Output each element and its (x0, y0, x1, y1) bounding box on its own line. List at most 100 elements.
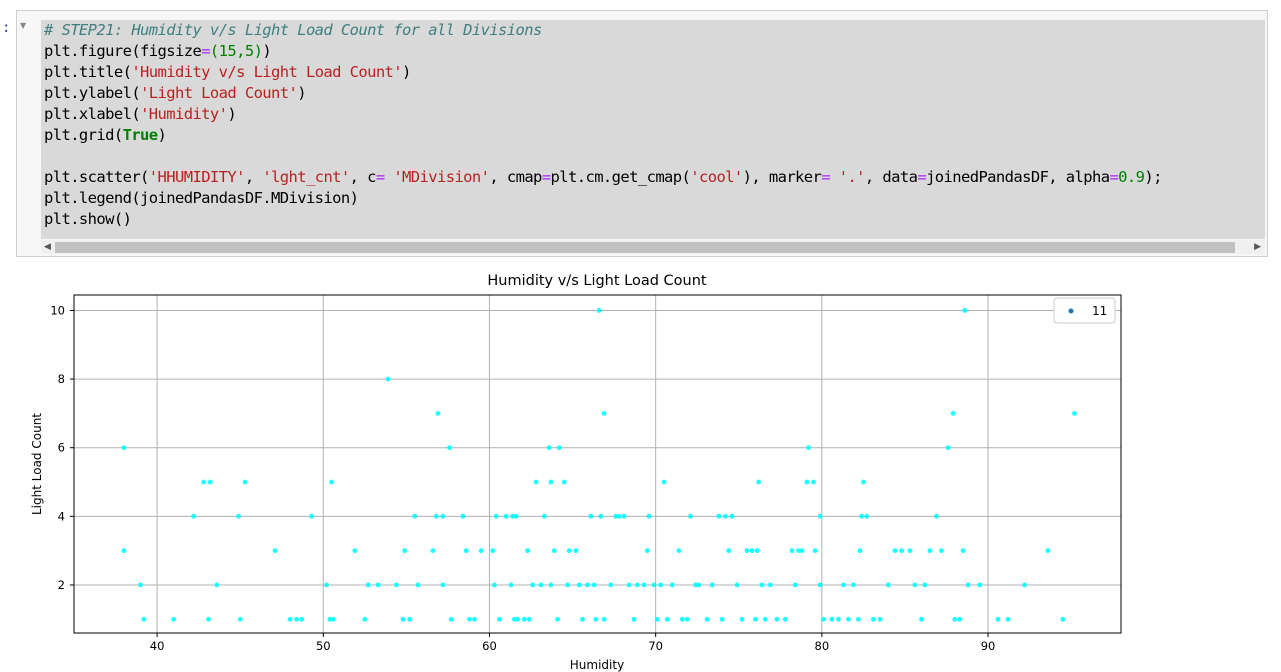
data-point (661, 479, 667, 485)
scroll-right-icon[interactable]: ▶ (1254, 242, 1261, 252)
data-point (365, 582, 371, 588)
data-point (821, 616, 826, 622)
data-point (1060, 616, 1066, 622)
data-point (939, 548, 944, 554)
data-point (856, 616, 861, 622)
data-point (704, 616, 710, 622)
data-point (912, 582, 918, 588)
data-point (752, 616, 758, 622)
data-point (440, 582, 446, 588)
y-tick-label: 4 (58, 509, 65, 523)
data-point (806, 445, 811, 451)
data-point (400, 616, 406, 622)
scatter-chart: Humidity v/s Light Load Count 40 50 60 70 80… (0, 258, 1281, 672)
data-point (945, 445, 951, 451)
data-point (716, 513, 722, 519)
data-point (237, 616, 243, 622)
x-tick-label: 60 (482, 639, 497, 653)
data-point (598, 513, 604, 519)
code-token: 'HHUMIDITY' (148, 168, 246, 186)
data-point (919, 616, 924, 622)
data-point (121, 548, 127, 554)
code-token: plt.cm.get_cmap( (550, 168, 691, 186)
code-token: 'Light Load Count' (140, 84, 298, 102)
code-token: ); (1144, 168, 1162, 186)
code-token: , (244, 168, 263, 186)
data-point (950, 410, 956, 416)
data-point (548, 479, 554, 485)
data-point (440, 513, 446, 519)
data-point (829, 616, 835, 622)
data-point (548, 582, 554, 588)
data-point (171, 616, 177, 622)
data-point (759, 582, 765, 588)
code-editor[interactable]: # STEP21: Humidity v/s Light Load Count … (41, 20, 1265, 239)
data-point (294, 616, 300, 622)
collapse-arrow-icon[interactable]: ▼ (20, 21, 27, 30)
data-point (463, 548, 469, 554)
data-point (774, 616, 780, 622)
data-point (789, 548, 795, 554)
data-point (141, 616, 147, 622)
code-line-4: plt.ylabel('Light Load Count') (44, 83, 307, 104)
cell-prompt: : (2, 20, 11, 36)
data-point (744, 548, 750, 554)
data-point (811, 479, 816, 485)
data-point (857, 548, 863, 554)
code-token: plt.scatter( (44, 168, 149, 186)
scroll-left-icon[interactable]: ◀ (44, 242, 51, 252)
code-token: ) (227, 105, 237, 123)
data-point (859, 513, 865, 519)
x-tick-label: 40 (150, 639, 165, 653)
data-point (412, 513, 418, 519)
data-point (242, 479, 248, 485)
data-point (885, 582, 891, 588)
data-point (726, 548, 732, 554)
data-point (877, 616, 883, 622)
data-point (684, 616, 690, 622)
data-point (658, 582, 664, 588)
code-token (830, 168, 839, 186)
data-point (435, 410, 441, 416)
data-point (792, 582, 798, 588)
data-point (846, 616, 851, 622)
code-cell[interactable]: ▼ # STEP21: Humidity v/s Light Load Coun… (16, 10, 1268, 257)
data-point (679, 616, 685, 622)
scrollbar-thumb[interactable] (55, 242, 1235, 253)
data-point (492, 582, 497, 588)
data-point (448, 616, 454, 622)
code-line-3: plt.title('Humidity v/s Light Load Count… (44, 62, 411, 83)
data-point (478, 548, 484, 554)
data-point (719, 616, 725, 622)
data-point (352, 548, 358, 554)
data-point (723, 513, 728, 519)
data-point (676, 548, 682, 554)
data-point (965, 582, 971, 588)
data-point (739, 616, 745, 622)
code-line-5: plt.xlabel('Humidity') (44, 104, 237, 125)
horizontal-scrollbar[interactable]: ◀ ▶ (41, 240, 1265, 254)
data-point (696, 582, 702, 588)
data-point (546, 445, 552, 451)
legend-marker (1068, 308, 1074, 314)
data-point (287, 616, 293, 622)
data-point (749, 548, 755, 554)
code-token: 'Humidity' (140, 105, 228, 123)
data-point (812, 548, 818, 554)
y-axis-ticks: 2 4 6 8 10 (50, 303, 74, 592)
data-point (566, 548, 572, 554)
x-axis-label: Humidity (570, 658, 624, 672)
data-point (556, 445, 562, 451)
code-line-10: plt.show() (44, 209, 132, 230)
code-line-2: plt.figure(figsize=(15,5)) (44, 41, 272, 62)
code-token: True (122, 126, 159, 144)
plot-frame (73, 294, 1122, 634)
data-point (191, 513, 197, 519)
data-point (817, 513, 823, 519)
data-point (530, 582, 536, 588)
data-point (324, 582, 330, 588)
data-point (601, 410, 607, 416)
data-point (541, 513, 547, 519)
data-point (962, 308, 968, 313)
code-token: plt.ylabel( (44, 84, 141, 102)
